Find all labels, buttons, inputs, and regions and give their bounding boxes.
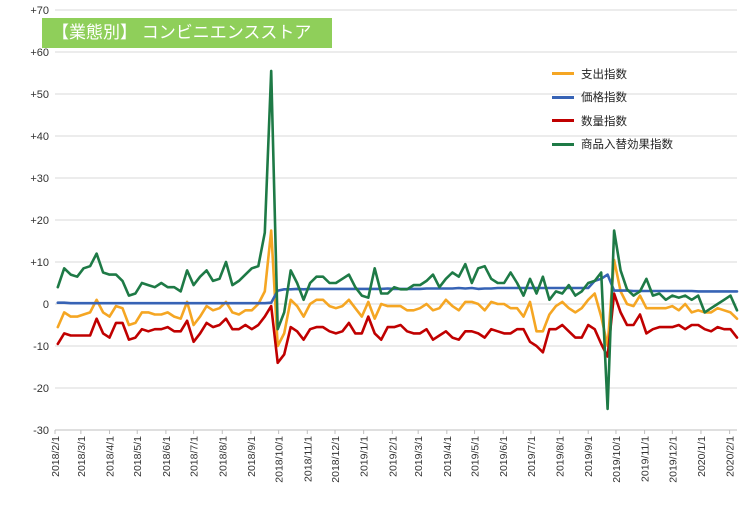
y-tick-label: +50 <box>30 89 49 101</box>
series-line-4 <box>56 69 739 411</box>
x-tick-label: 2018/12/1 <box>330 436 342 483</box>
x-tick-label: 2018/9/1 <box>246 436 258 477</box>
series-line-3 <box>56 292 739 365</box>
x-tick-label: 2018/11/1 <box>302 436 314 482</box>
y-tick-label: -20 <box>33 383 49 395</box>
x-tick-label: 2019/7/1 <box>526 436 538 477</box>
legend-item: 支出指数 <box>552 62 673 86</box>
legend-swatch <box>552 142 574 146</box>
x-tick-labels: 2018/2/1 2018/3/1 2018/4/1 2018/5/1 2018/6/1… <box>50 436 737 483</box>
y-tick-label: +30 <box>30 173 49 185</box>
series-lines <box>56 69 739 411</box>
legend-label: 数量指数 <box>581 115 627 128</box>
x-tick-label: 2019/6/1 <box>498 436 510 477</box>
x-tick-label: 2018/8/1 <box>217 436 229 477</box>
axes <box>54 429 737 434</box>
x-tick-label: 2019/1/1 <box>359 436 371 477</box>
y-tick-label: -30 <box>33 425 49 437</box>
y-tick-label: 0 <box>43 299 49 311</box>
x-tick-label: 2019/10/1 <box>611 436 623 483</box>
x-tick-label: 2018/10/1 <box>274 436 286 483</box>
x-tick-label: 2018/3/1 <box>76 436 88 477</box>
x-tick-label: 2019/5/1 <box>470 436 482 477</box>
x-tick-label: 2019/11/1 <box>640 436 652 482</box>
y-tick-labels: -30 -20 -10 0 +10 +20 +30 +40 +50 +60 +70 <box>30 5 49 437</box>
x-tick-label: 2018/2/1 <box>50 436 62 477</box>
y-tick-label: +20 <box>30 215 49 227</box>
x-tick-label: 2018/6/1 <box>161 436 173 477</box>
y-tick-label: +10 <box>30 257 49 269</box>
y-tick-label: -10 <box>33 341 49 353</box>
x-tick-label: 2019/9/1 <box>583 436 595 477</box>
x-tick-label: 2018/7/1 <box>189 436 201 477</box>
legend-swatch <box>552 119 574 123</box>
y-tick-label: +70 <box>30 5 49 17</box>
legend-swatch <box>552 72 574 76</box>
x-tick-label: 2019/2/1 <box>387 436 399 477</box>
legend: 支出指数価格指数数量指数商品入替効果指数 <box>552 62 673 156</box>
y-tick-label: +60 <box>30 47 49 59</box>
x-tick-label: 2019/3/1 <box>413 436 425 477</box>
x-tick-label: 2019/8/1 <box>555 436 567 477</box>
x-tick-label: 2020/2/1 <box>725 436 737 477</box>
legend-label: 支出指数 <box>581 68 627 81</box>
x-tick-label: 2018/4/1 <box>105 436 117 477</box>
x-tick-label: 2019/12/1 <box>667 436 679 483</box>
legend-label: 価格指数 <box>581 92 627 105</box>
chart-title: 【業態別】 コンビニエンスストア <box>42 18 332 48</box>
legend-swatch <box>552 95 574 99</box>
x-tick-label: 2020/1/1 <box>696 436 708 477</box>
legend-item: 価格指数 <box>552 86 673 110</box>
series-line-1 <box>56 229 739 348</box>
legend-item: 数量指数 <box>552 109 673 133</box>
gridlines <box>55 9 737 431</box>
legend-item: 商品入替効果指数 <box>552 133 673 157</box>
legend-label: 商品入替効果指数 <box>581 139 673 152</box>
x-tick-label: 2018/5/1 <box>132 436 144 477</box>
x-tick-label: 2019/4/1 <box>442 436 454 477</box>
y-tick-label: +40 <box>30 131 49 143</box>
